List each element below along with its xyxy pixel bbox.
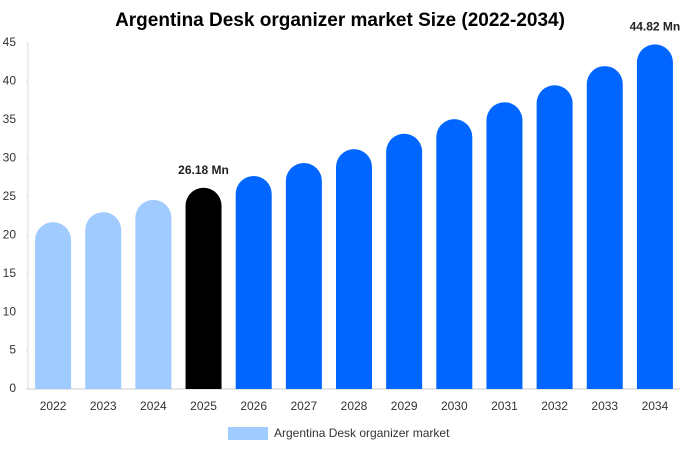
bar <box>35 222 72 389</box>
y-tick-label: 35 <box>3 112 17 126</box>
x-tick-label: 2033 <box>591 399 618 413</box>
bar <box>336 149 372 389</box>
legend-swatch <box>228 427 268 440</box>
x-tick-label: 2028 <box>341 399 368 413</box>
y-tick-label: 40 <box>3 74 17 88</box>
x-tick-label: 2031 <box>491 399 518 413</box>
bar <box>486 102 523 390</box>
x-tick-label: 2022 <box>40 399 67 413</box>
x-tick-label: 2034 <box>642 399 669 413</box>
y-tick-label: 0 <box>9 381 16 395</box>
bar <box>436 119 473 389</box>
bar <box>536 85 573 390</box>
y-tick-label: 15 <box>3 266 17 280</box>
bar <box>636 44 673 389</box>
bar <box>235 176 272 389</box>
x-tick-label: 2026 <box>240 399 267 413</box>
chart-title: Argentina Desk organizer market Size (20… <box>115 10 565 31</box>
x-tick-label: 2027 <box>290 399 317 413</box>
y-tick-label: 25 <box>3 189 17 203</box>
bar <box>586 66 623 389</box>
x-tick-label: 2024 <box>140 399 167 413</box>
x-tick-label: 2030 <box>441 399 468 413</box>
x-tick-label: 2023 <box>90 399 117 413</box>
y-tick-label: 30 <box>3 151 17 165</box>
x-tick-label: 2032 <box>541 399 568 413</box>
y-tick-label: 5 <box>9 343 16 357</box>
value-label: 26.18 Mn <box>178 163 229 177</box>
bar <box>386 133 423 389</box>
y-tick-label: 20 <box>3 227 17 241</box>
y-tick-label: 45 <box>3 35 17 49</box>
bar <box>135 199 172 389</box>
x-tick-label: 2029 <box>391 399 418 413</box>
bar <box>285 162 322 389</box>
bar <box>85 212 122 389</box>
x-tick-label: 2025 <box>190 399 217 413</box>
value-label: 44.82 Mn <box>630 20 680 34</box>
y-tick-label: 10 <box>3 304 17 318</box>
legend-label: Argentina Desk organizer market <box>274 426 450 440</box>
bar <box>185 187 222 389</box>
